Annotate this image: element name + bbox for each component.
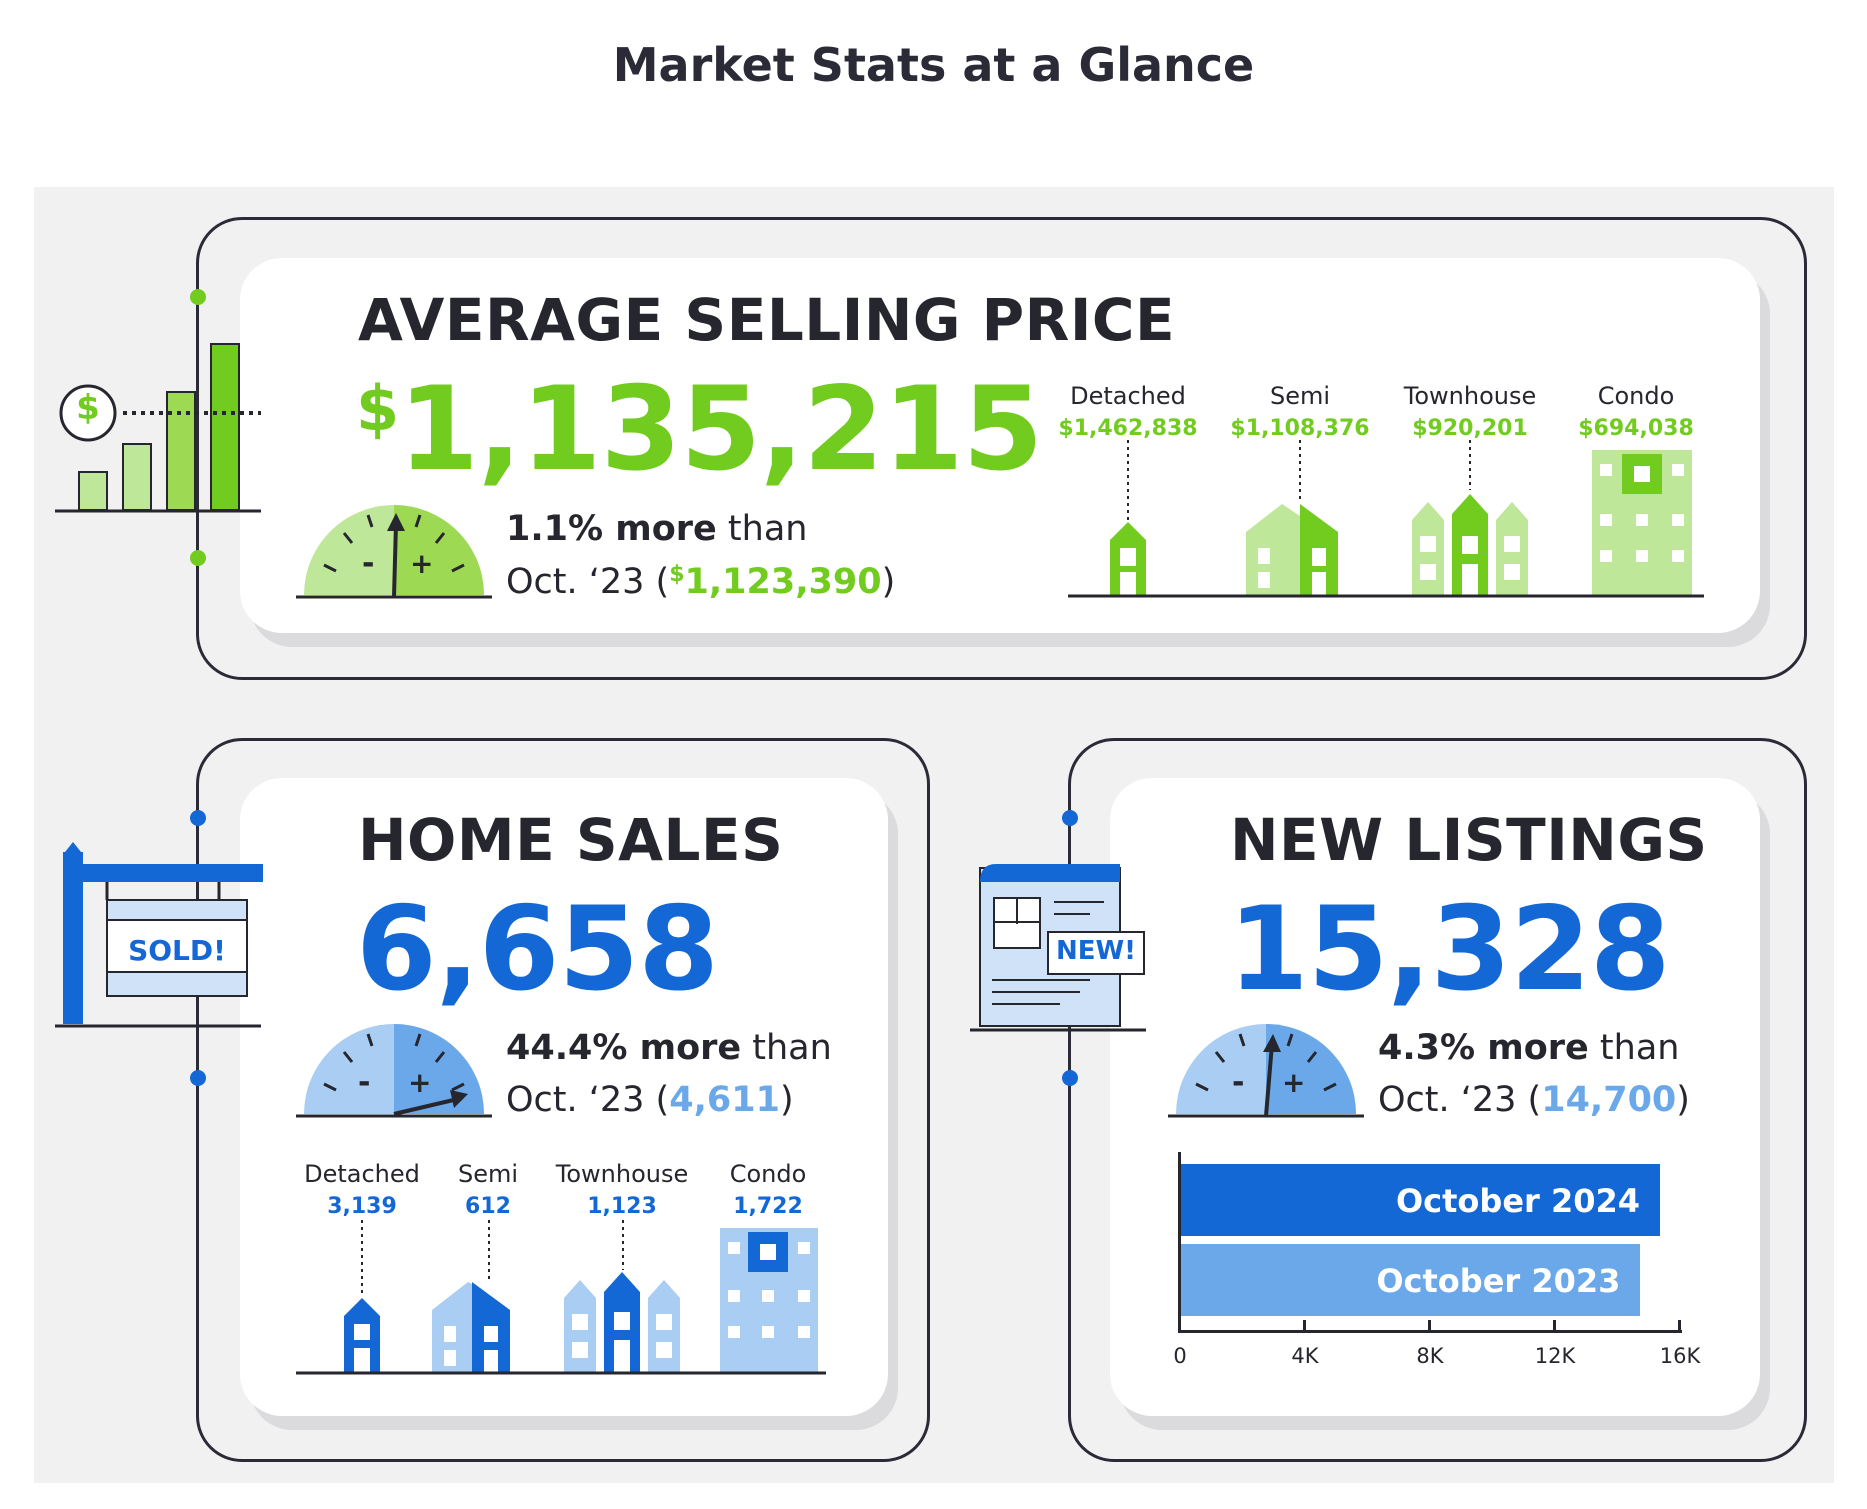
avg-price-change-pct: 1.1% more	[506, 509, 717, 549]
home-sales-value: 6,658	[356, 882, 719, 1017]
avg-price-change-word: than	[727, 509, 808, 549]
connector-dot	[1062, 1070, 1078, 1086]
chart-tick-mark	[1553, 1320, 1556, 1330]
type-label: Townhouse	[555, 1160, 689, 1188]
new-listings-prev-period: Oct. ‘23 (	[1378, 1080, 1542, 1120]
home-sales-type-townhouse: Townhouse 1,123	[532, 1160, 712, 1219]
type-label: Condo	[1597, 382, 1675, 410]
new-listings-outline	[1068, 738, 1807, 1462]
type-value: $1,462,838	[1058, 416, 1198, 441]
new-listings-prev-value: 14,700	[1541, 1080, 1677, 1120]
type-value: 1,123	[587, 1194, 657, 1219]
page-title: Market Stats at a Glance	[612, 38, 1255, 92]
avg-price-prev-number: 1,123,390	[684, 562, 882, 602]
type-value: $694,038	[1578, 416, 1694, 441]
new-listings-change-pct: 4.3% more	[1378, 1028, 1589, 1068]
chart-tick-mark	[1428, 1320, 1431, 1330]
type-label: Townhouse	[1403, 382, 1537, 410]
avg-price-prev-period: Oct. ‘23 (	[506, 562, 670, 602]
type-value: $1,108,376	[1230, 416, 1370, 441]
avg-price-heading: AVERAGE SELLING PRICE	[358, 286, 1176, 354]
avg-price-previous: Oct. ‘23 ($1,123,390)	[506, 562, 895, 602]
dollar-sign-label: $	[76, 388, 100, 428]
new-listing-document-icon	[970, 864, 1146, 1032]
home-sales-prev-value: 4,611	[669, 1080, 780, 1120]
avg-price-prev-currency: $	[669, 562, 685, 587]
avg-price-type-townhouse: Townhouse $920,201	[1380, 382, 1560, 441]
svg-text:-: -	[1232, 1065, 1244, 1100]
chart-tick-mark	[1303, 1320, 1306, 1330]
connector-dot	[190, 550, 206, 566]
home-sales-outline	[196, 738, 930, 1462]
svg-text:-: -	[358, 1065, 370, 1100]
avg-price-change: 1.1% more than	[506, 509, 807, 549]
bar-october-2023	[1181, 1244, 1641, 1316]
chart-x-axis	[1178, 1330, 1682, 1333]
type-label: Detached	[304, 1160, 420, 1188]
property-type-houses-icon	[1068, 440, 1704, 598]
home-sales-change: 44.4% more than	[506, 1028, 832, 1068]
type-value: 3,139	[327, 1194, 397, 1219]
connector-dot	[190, 1070, 206, 1086]
chart-tick-label: 4K	[1291, 1344, 1319, 1368]
connector-dot	[1062, 810, 1078, 826]
home-sales-prev-period: Oct. ‘23 (	[506, 1080, 670, 1120]
type-value: 612	[465, 1194, 511, 1219]
avg-price-outline	[196, 217, 1807, 680]
new-listings-change-word: than	[1599, 1028, 1680, 1068]
connector-dot	[190, 289, 206, 305]
chart-tick-mark	[1178, 1320, 1181, 1330]
new-listings-previous: Oct. ‘23 (14,700)	[1378, 1080, 1690, 1120]
svg-text:-: -	[362, 546, 374, 581]
bar-label-october-2024: October 2024	[1395, 1182, 1640, 1220]
property-type-houses-icon	[296, 1220, 826, 1375]
connector-dot	[190, 810, 206, 826]
type-label: Condo	[729, 1160, 807, 1188]
type-label: Semi	[1269, 382, 1331, 410]
avg-price-type-condo: Condo $694,038	[1546, 382, 1726, 441]
new-listings-heading: NEW LISTINGS	[1230, 806, 1708, 874]
chart-tick-label: 16K	[1659, 1344, 1701, 1368]
listings-bar-chart: October 2024 October 2023	[1178, 1152, 1682, 1362]
avg-price-currency: $	[356, 372, 399, 445]
home-sales-type-detached: Detached 3,139	[272, 1160, 452, 1219]
home-sales-previous: Oct. ‘23 (4,611)	[506, 1080, 794, 1120]
new-listings-change: 4.3% more than	[1378, 1028, 1679, 1068]
type-value: $920,201	[1412, 416, 1528, 441]
home-sales-heading: HOME SALES	[358, 806, 784, 874]
chart-y-axis	[1178, 1152, 1181, 1332]
svg-text:+: +	[410, 547, 433, 580]
type-label: Semi	[457, 1160, 519, 1188]
svg-text:+: +	[408, 1066, 431, 1099]
home-sales-type-condo: Condo 1,722	[678, 1160, 858, 1219]
new-listings-prev-close: )	[1676, 1080, 1690, 1120]
avg-price-value: $1,135,215	[356, 362, 1043, 497]
svg-text:+: +	[1282, 1066, 1305, 1099]
avg-price-prev-close: )	[881, 562, 896, 602]
new-listings-value: 15,328	[1228, 882, 1671, 1017]
bar-chart-dollar-icon	[55, 343, 261, 513]
home-sales-change-word: than	[752, 1028, 832, 1068]
sold-sign-icon	[55, 842, 263, 1028]
gauge-icon: - +	[296, 505, 492, 599]
avg-price-type-semi: Semi $1,108,376	[1210, 382, 1390, 441]
type-value: 1,722	[733, 1194, 803, 1219]
type-label: Detached	[1070, 382, 1186, 410]
home-sales-change-pct: 44.4% more	[506, 1028, 742, 1068]
bar-label-october-2023: October 2023	[1376, 1262, 1621, 1300]
gauge-icon: - +	[1168, 1024, 1364, 1118]
chart-tick-mark	[1678, 1320, 1681, 1330]
chart-tick-label: 8K	[1416, 1344, 1444, 1368]
bar-october-2024	[1181, 1164, 1660, 1236]
home-sales-type-semi: Semi 612	[398, 1160, 578, 1219]
avg-price-type-detached: Detached $1,462,838	[1038, 382, 1218, 441]
home-sales-prev-close: )	[779, 1080, 794, 1120]
new-badge-text: NEW!	[1055, 936, 1137, 966]
chart-tick-label: 0	[1173, 1344, 1187, 1368]
gauge-icon: - +	[296, 1024, 492, 1118]
chart-tick-label: 12K	[1534, 1344, 1576, 1368]
avg-price-prev-value: $1,123,390	[669, 562, 881, 602]
sold-sign-text: SOLD!	[128, 934, 226, 967]
avg-price-number: 1,135,215	[398, 362, 1043, 497]
